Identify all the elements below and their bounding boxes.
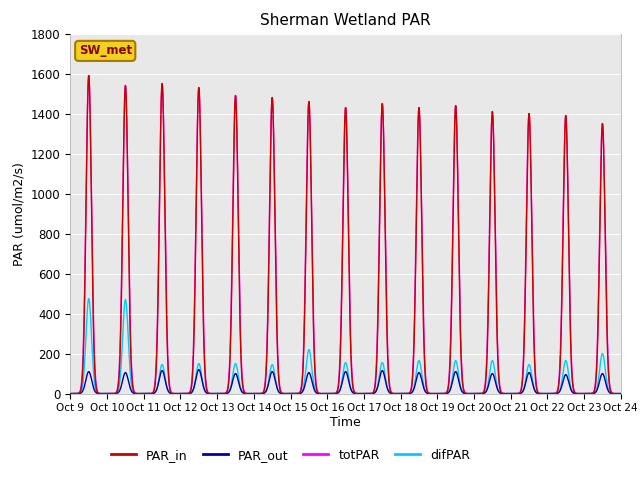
Title: Sherman Wetland PAR: Sherman Wetland PAR	[260, 13, 431, 28]
Text: SW_met: SW_met	[79, 44, 132, 58]
Legend: PAR_in, PAR_out, totPAR, difPAR: PAR_in, PAR_out, totPAR, difPAR	[106, 444, 475, 467]
X-axis label: Time: Time	[330, 416, 361, 429]
Y-axis label: PAR (umol/m2/s): PAR (umol/m2/s)	[12, 162, 26, 265]
